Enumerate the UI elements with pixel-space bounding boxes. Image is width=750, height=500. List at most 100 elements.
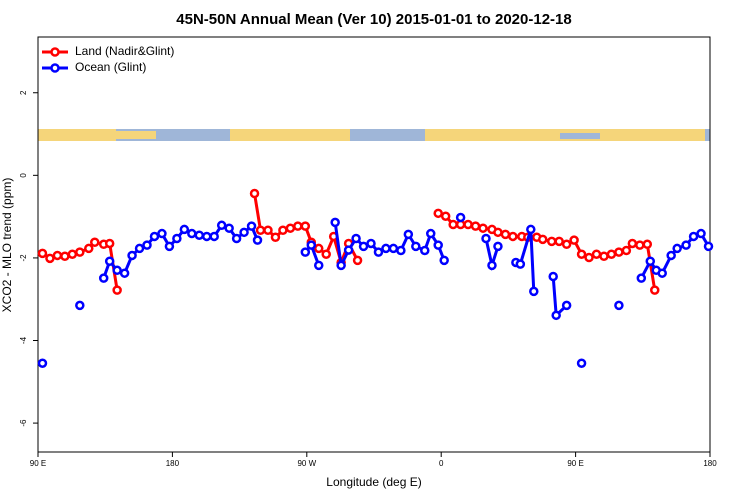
y-tick-label: -2 — [19, 254, 28, 262]
x-tick-label: 90 E — [567, 459, 583, 468]
y-axis-label: XCO2 - MLO trend (ppm) — [0, 178, 14, 313]
x-tick-label: 90 W — [297, 459, 316, 468]
y-tick-label: 2 — [19, 90, 28, 95]
data-point — [224, 223, 234, 233]
data-point — [576, 358, 587, 368]
data-point — [627, 238, 638, 249]
data-point — [270, 232, 281, 243]
data-point — [358, 241, 369, 252]
data-point — [104, 256, 115, 266]
legend-marker — [50, 63, 60, 73]
data-point — [487, 260, 497, 271]
x-tick-label: 90 E — [30, 459, 46, 468]
data-point — [537, 234, 548, 245]
data-point — [249, 188, 260, 199]
data-point — [187, 228, 197, 239]
data-point — [433, 208, 443, 219]
data-point — [255, 225, 266, 236]
data-point — [127, 250, 137, 261]
data-point — [551, 310, 561, 321]
data-point — [352, 255, 363, 266]
data-point — [470, 221, 481, 231]
x-tick-label: 180 — [703, 459, 717, 468]
data-point — [52, 250, 63, 261]
data-point — [216, 220, 227, 231]
data-point — [179, 224, 190, 235]
data-point — [614, 300, 624, 311]
data-point — [493, 241, 503, 252]
data-point — [252, 235, 263, 245]
data-point — [515, 259, 526, 269]
data-point — [104, 238, 115, 249]
chart-title: 45N-50N Annual Mean (Ver 10) 2015-01-01 … — [176, 11, 571, 28]
data-point — [440, 211, 451, 221]
data-point — [672, 243, 682, 254]
data-point — [703, 241, 714, 252]
data-point — [636, 273, 647, 283]
data-point — [621, 245, 632, 256]
data-point — [37, 358, 48, 368]
data-point — [60, 251, 70, 262]
x-tick-label: 180 — [166, 459, 180, 468]
data-point — [561, 239, 572, 250]
data-point — [194, 230, 205, 240]
data-point — [657, 268, 667, 278]
data-point — [300, 221, 311, 231]
x-tick-label: 0 — [439, 459, 444, 468]
data-point — [635, 240, 645, 250]
data-point — [149, 231, 160, 242]
data-point — [351, 233, 361, 244]
data-point — [599, 251, 609, 262]
data-point — [548, 271, 558, 282]
data-point — [366, 238, 376, 249]
data-point — [448, 219, 458, 230]
y-tick-label: -4 — [19, 336, 28, 344]
data-point — [529, 286, 539, 297]
data-point — [336, 260, 346, 271]
data-point — [478, 223, 488, 233]
data-point — [246, 221, 257, 231]
data-point — [98, 273, 109, 283]
data-point — [112, 285, 122, 295]
data-point — [313, 243, 324, 254]
data-point — [546, 236, 557, 247]
legend-label: Ocean (Glint) — [75, 60, 146, 74]
data-point — [75, 300, 85, 311]
data-point — [681, 240, 691, 250]
data-point — [134, 243, 145, 254]
data-point — [209, 231, 219, 242]
data-point — [493, 227, 503, 238]
data-point — [343, 245, 354, 255]
data-point — [321, 249, 331, 259]
data-point — [584, 252, 594, 263]
data-point — [554, 236, 564, 247]
data-point — [463, 219, 473, 230]
x-axis-label: Longitude (deg E) — [326, 475, 421, 489]
data-point — [381, 243, 391, 254]
data-point — [67, 249, 78, 259]
data-point — [649, 285, 660, 295]
data-point — [455, 212, 466, 223]
data-point — [591, 249, 602, 259]
legend-marker — [50, 47, 60, 57]
data-point — [84, 243, 94, 254]
data-point — [293, 221, 303, 231]
data-point — [500, 229, 511, 240]
data-point — [306, 240, 317, 250]
data-point — [645, 256, 656, 266]
data-point — [526, 224, 536, 235]
map-strip — [38, 129, 710, 141]
data-point — [396, 245, 406, 256]
data-point — [300, 247, 311, 257]
data-point — [231, 233, 242, 244]
data-point — [75, 247, 85, 257]
data-point — [688, 231, 699, 242]
data-point — [576, 249, 587, 259]
data-point — [201, 231, 212, 242]
data-point — [411, 241, 421, 252]
data-point — [561, 300, 572, 311]
data-point — [172, 233, 182, 244]
data-point — [330, 217, 340, 228]
data-point — [403, 229, 414, 240]
data-point — [425, 228, 436, 239]
